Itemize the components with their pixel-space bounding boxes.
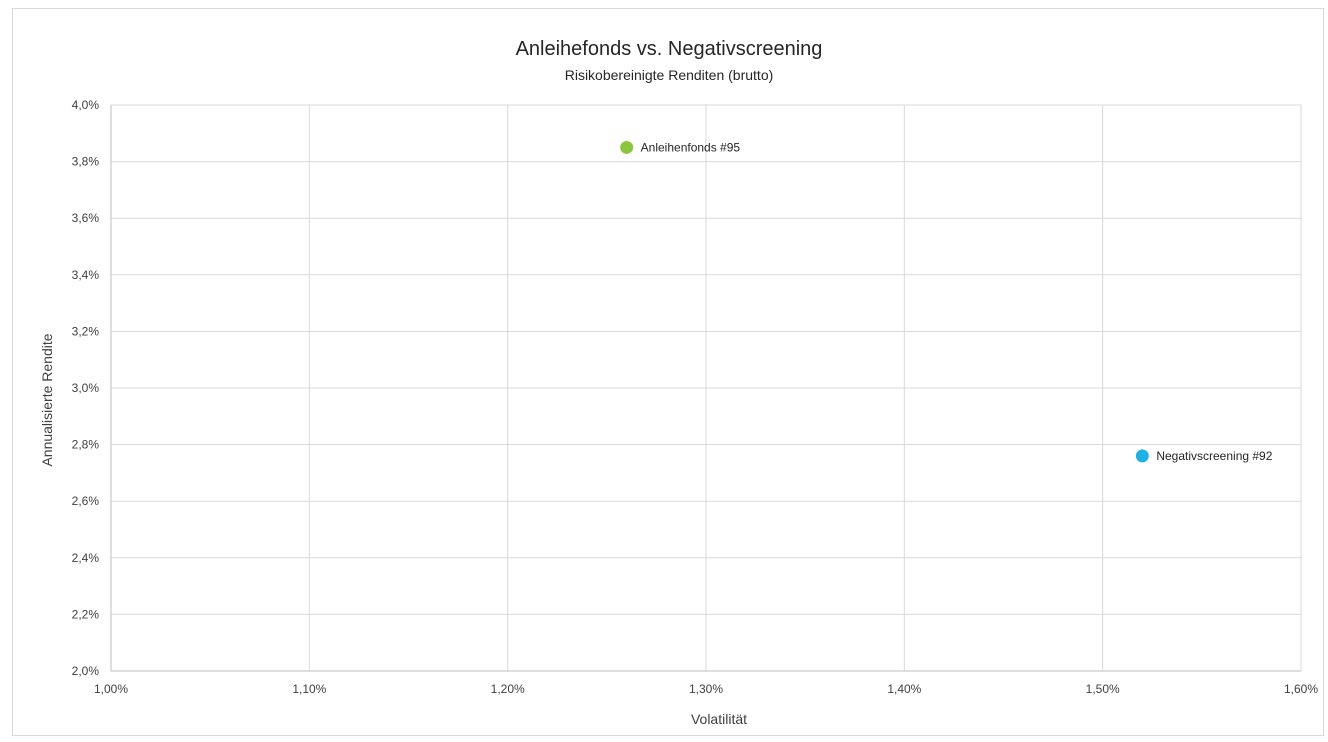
y-tick-label: 2,8% bbox=[72, 438, 100, 452]
scatter-chart: Anleihefonds vs. Negativscreening Risiko… bbox=[39, 38, 1319, 727]
x-tick-label: 1,60% bbox=[1284, 682, 1318, 696]
x-tick-label: 1,40% bbox=[887, 682, 921, 696]
data-point bbox=[620, 140, 634, 154]
x-tick-label: 1,30% bbox=[689, 682, 723, 696]
x-tick-label: 1,10% bbox=[292, 682, 326, 696]
x-tick-label: 1,20% bbox=[491, 682, 525, 696]
chart-frame: Anleihefonds vs. Negativscreening Risiko… bbox=[12, 8, 1324, 736]
tick-labels: 2,0% 2,2% 2,4% 2,6% 2,8% 3,0% 3,2% 3,4% 3,6% 3,8%… bbox=[72, 98, 1319, 696]
data-point-label: Anleihenfonds #95 bbox=[641, 140, 741, 154]
data-points: Anleihenfonds #95 Negativscreening #92 bbox=[620, 140, 1273, 463]
x-tick-label: 1,50% bbox=[1086, 682, 1120, 696]
data-point-label: Negativscreening #92 bbox=[1156, 449, 1272, 463]
chart-subtitle: Risikobereinigte Renditen (brutto) bbox=[565, 67, 774, 83]
y-tick-label: 2,6% bbox=[72, 494, 100, 508]
y-axis-title: Annualisierte Rendite bbox=[39, 333, 55, 466]
y-tick-label: 2,2% bbox=[72, 607, 100, 621]
y-tick-label: 4,0% bbox=[72, 98, 100, 112]
y-tick-label: 3,8% bbox=[72, 155, 100, 169]
gridlines bbox=[111, 104, 1302, 671]
x-axis-title: Volatilität bbox=[691, 711, 747, 727]
y-tick-label: 3,0% bbox=[72, 381, 100, 395]
axes bbox=[110, 105, 1301, 672]
y-tick-label: 3,6% bbox=[72, 211, 100, 225]
y-tick-label: 2,0% bbox=[72, 664, 100, 678]
y-tick-label: 3,4% bbox=[72, 268, 100, 282]
chart-title: Anleihefonds vs. Negativscreening bbox=[516, 38, 823, 60]
y-tick-label: 2,4% bbox=[72, 551, 100, 565]
data-point bbox=[1135, 449, 1149, 463]
y-tick-label: 3,2% bbox=[72, 324, 100, 338]
x-tick-label: 1,00% bbox=[94, 682, 128, 696]
